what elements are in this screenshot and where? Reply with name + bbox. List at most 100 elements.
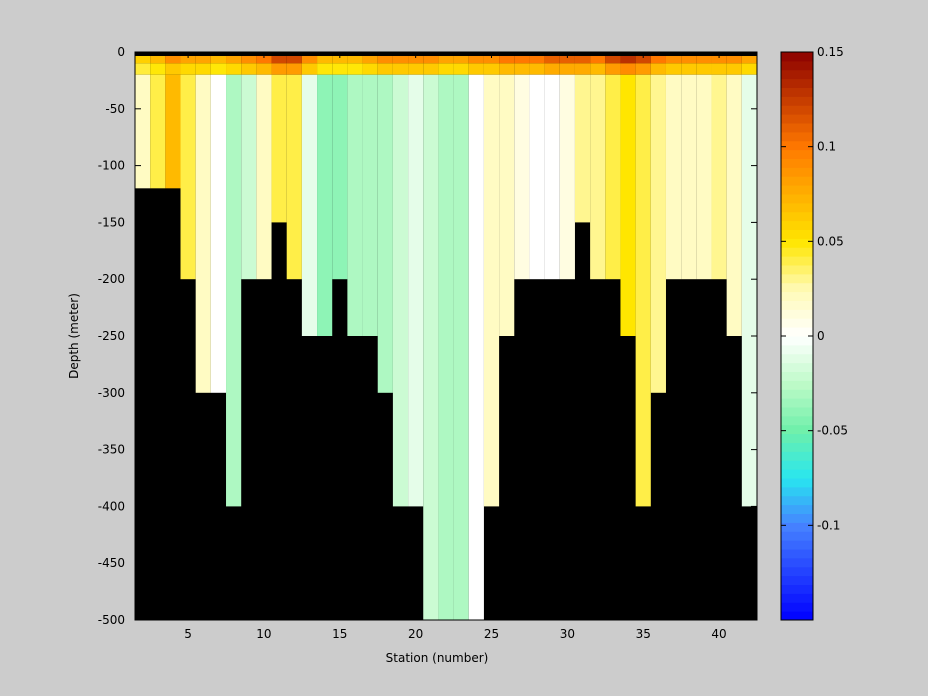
y-tick-label: -450 [98,556,125,570]
heatmap-cell [453,63,469,75]
heatmap-cell [210,63,227,75]
heatmap-cell [180,74,196,280]
colorbar-segment [781,540,813,550]
colorbar-segment [781,575,813,585]
colorbar-segment [781,451,813,461]
heatmap-cell [377,63,393,75]
heatmap-cell [150,52,166,64]
heatmap-cell [726,52,742,64]
heatmap-cell [408,63,424,75]
heatmap-cell [241,63,257,75]
colorbar-segment [781,238,813,248]
heatmap-cell [665,74,682,280]
heatmap-cell [726,63,742,75]
colorbar-segment [781,309,813,319]
heatmap-cell [529,63,545,75]
heatmap-cell [332,63,348,75]
heatmap-cell [271,52,287,64]
colorbar-segment [781,344,813,355]
y-tick-label: -250 [98,329,125,343]
heatmap-cell [559,63,575,75]
colorbar-segment [781,584,813,594]
heatmap-cell [210,52,227,64]
heatmap-cell [301,63,318,75]
y-tick-label: -200 [98,272,125,286]
x-tick-label: 15 [332,627,347,641]
heatmap-cell [635,74,651,507]
heatmap-cell [423,74,439,621]
heatmap-cell [620,74,636,336]
heatmap-cell [392,63,409,75]
colorbar [781,52,813,621]
heatmap-cell [392,52,409,64]
heatmap-cell [590,52,606,64]
heatmap-cell [468,52,484,64]
colorbar-segment [781,202,813,213]
heatmap-cell [681,52,697,64]
heatmap-cell [741,74,757,507]
heatmap-cell [226,74,242,507]
y-tick-label: -500 [98,613,125,627]
colorbar-segment [781,531,813,541]
heatmap-cell [286,74,302,280]
heatmap-cell [529,52,545,64]
heatmap-cell [438,52,454,64]
heatmap-cell [605,63,621,75]
colorbar-segment [781,256,813,266]
y-axis: 0 -50 -100 -150 -200 -250 -300 -350 -400 -450 -500 [98,45,757,627]
heatmap-cell [301,74,318,336]
colorbar-segment [781,336,813,346]
colorbar-segment [781,593,813,603]
colorbar-segment [781,327,813,337]
heatmap-cell [362,52,378,64]
heatmap-cell [483,74,500,507]
heatmap-cell [377,74,393,393]
colorbar-segment [781,194,813,204]
colorbar-segment [781,602,813,612]
heatmap-cell [499,63,515,75]
heatmap-cell [696,74,712,280]
y-tick-label: -300 [98,386,125,400]
colorbar-axis: 0.15 0.1 0.05 0 -0.05 -0.1 [781,45,848,532]
heatmap-cell [514,63,530,75]
heatmap-cell [665,63,682,75]
colorbar-tick-label: 0.1 [817,140,836,154]
heatmap-cell [696,52,712,64]
heatmap-cell [620,63,636,75]
colorbar-segment [781,140,813,151]
colorbar-segment [781,389,813,399]
colorbar-segment [781,185,813,195]
heatmap-cell [590,63,606,75]
colorbar-segment [781,407,813,417]
x-axis-label: Station (number) [386,651,489,665]
colorbar-segment [781,220,813,230]
heatmap-cell [256,74,272,280]
heatmap-cell [286,63,302,75]
heatmap-cell [150,74,166,189]
heatmap-cell [135,63,151,75]
heatmap-cell [347,52,363,64]
heatmap [135,52,757,621]
heatmap-cell [241,74,257,280]
colorbar-segment [781,549,813,559]
heatmap-cell [681,63,697,75]
x-axis: 5 10 15 20 25 30 35 40 [184,52,727,641]
heatmap-cell [271,74,287,223]
heatmap-cell [347,63,363,75]
heatmap-cell [483,63,500,75]
heatmap-cell [438,63,454,75]
heatmap-cell [650,63,666,75]
heatmap-cell [711,63,727,75]
y-tick-label: 0 [117,45,125,59]
colorbar-segment [781,566,813,577]
colorbar-segment [781,557,813,568]
heatmap-cell [514,52,530,64]
colorbar-segment [781,87,813,97]
heatmap-cell [741,63,757,75]
colorbar-tick-label: -0.05 [817,424,848,438]
heatmap-cell [347,74,363,336]
heatmap-cell [453,52,469,64]
heatmap-cell [195,52,211,64]
colorbar-segment [781,247,813,257]
